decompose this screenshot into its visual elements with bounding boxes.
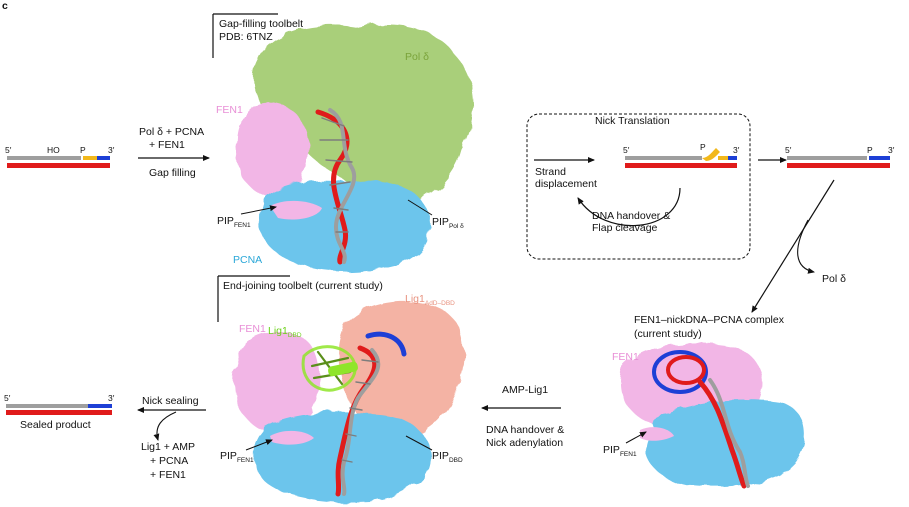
- nick-translation-title: Nick Translation: [595, 115, 670, 127]
- nt-p: P: [700, 142, 706, 152]
- substrate-p: P: [80, 145, 86, 155]
- lig1-dbd-cartoon: [301, 345, 358, 392]
- dna-helix-complex: [652, 350, 750, 489]
- primer-strand: [7, 156, 81, 160]
- after-nt-five-prime: 5′: [785, 145, 792, 155]
- panel-letter: c: [2, 0, 8, 12]
- fen1-surface-gap: [236, 102, 309, 197]
- gap-toolbelt-pdb: PDB: 6TNZ: [219, 31, 273, 43]
- fen1-label-complex: FEN1: [612, 351, 639, 363]
- after-nt-p: P: [867, 145, 873, 155]
- sealing-label: Nick sealing: [142, 395, 199, 407]
- pip-pol-pointer: [407, 199, 433, 216]
- fen1-complex-title-line1: FEN1–nickDNA–PCNA complex: [634, 314, 785, 326]
- sealed-three-prime: 3′: [108, 393, 115, 403]
- substrate-ho: HO: [47, 145, 60, 155]
- gap-filling-label: Gap filling: [149, 167, 196, 179]
- pip-fen1-pointer-end: [245, 439, 273, 451]
- to-fen1-complex-arrow: [751, 179, 835, 313]
- gap-filling-line2: + FEN1: [149, 139, 185, 151]
- fen1-complex-title-line2: (current study): [634, 328, 702, 340]
- downstream-segment: [97, 156, 110, 160]
- step-sealing: Nick sealing Lig1 + AMP + PCNA + FEN1: [137, 395, 206, 481]
- sealing-line1: Lig1 + AMP: [141, 441, 195, 453]
- sealing-release-arrow: [153, 411, 177, 441]
- pip-fen1-label-end: PIPFEN1: [220, 450, 254, 464]
- sealed-product-dna: 5′ 3′ Sealed product: [4, 393, 115, 431]
- substrate-three-prime: 3′: [108, 145, 115, 155]
- nt-flap: [702, 148, 720, 161]
- end-toolbelt-structure: End-joining toolbelt (current study) Lig…: [217, 275, 465, 503]
- dna-helix-gap: [315, 108, 357, 265]
- lig1-aid-label: Lig1AdD–DBD: [405, 293, 455, 307]
- pol-release-label: Pol δ: [822, 273, 846, 285]
- sealing-line2: + PCNA: [150, 455, 188, 467]
- pip-fen1-label-gap: PIPFEN1: [217, 215, 251, 229]
- after-nt-dna: 5′ 3′ P: [785, 145, 895, 168]
- gap-toolbelt-title: Gap-filling toolbelt: [219, 18, 303, 30]
- fen1-label-gap: FEN1: [216, 104, 243, 116]
- pip-fen1-pointer-complex: [625, 431, 647, 444]
- pol-delta-label: Pol δ: [405, 51, 429, 63]
- pip-fen1-patch-gap: [270, 200, 322, 220]
- handover-top: AMP-Lig1: [502, 384, 548, 396]
- pip-fen1-pointer-gap: [240, 205, 277, 215]
- sealed-five-prime: 5′: [4, 393, 11, 403]
- nick-translation-box: Nick Translation Strand displacement 5′ …: [526, 113, 751, 260]
- substrate-dna: 5′ 3′ HO P: [5, 145, 115, 168]
- nt-template-strand: [625, 163, 737, 168]
- nt-primer-strand: [625, 156, 702, 160]
- lig1-dbd-label: Lig1DBD: [268, 325, 302, 339]
- flap-segment: [83, 156, 97, 160]
- fen1-surface-end: [233, 331, 320, 432]
- step-handover: AMP-Lig1 DNA handover & Nick adenylation: [481, 384, 564, 449]
- step-gap-filling: Pol δ + PCNA + FEN1 Gap filling: [138, 126, 210, 179]
- pol-delta-surface: [253, 24, 475, 210]
- pip-pol-label: PIPPol δ: [432, 216, 464, 230]
- dna-helix-end: [335, 331, 407, 497]
- gap-filling-line1: Pol δ + PCNA: [139, 126, 204, 138]
- handover-line1-bottom: DNA handover &: [486, 424, 564, 436]
- sealed-product-label: Sealed product: [20, 419, 91, 431]
- end-toolbelt-title: End-joining toolbelt (current study): [223, 280, 383, 292]
- pol-release-arrow: [797, 219, 815, 274]
- sealing-line3: + FEN1: [150, 469, 186, 481]
- nt-five-prime: 5′: [623, 145, 630, 155]
- after-nt-three-prime: 3′: [888, 145, 895, 155]
- nt-downstream: [728, 156, 737, 160]
- substrate-five-prime: 5′: [5, 145, 12, 155]
- nt-three-prime: 3′: [733, 145, 740, 155]
- flap-cleavage-arrow: [577, 187, 681, 227]
- handover-line2-bottom: Nick adenylation: [486, 437, 563, 449]
- strand-displacement-line1: Strand: [535, 166, 566, 178]
- template-strand: [7, 163, 110, 168]
- handover-line1: DNA handover &: [592, 210, 670, 222]
- strand-displacement-line2: displacement: [535, 178, 597, 190]
- pcna-label-gap: PCNA: [233, 254, 262, 266]
- fen1-complex: FEN1–nickDNA–PCNA complex (current study…: [603, 314, 806, 489]
- pcna-surface-complex: [646, 399, 806, 488]
- pip-fen1-label-complex: PIPFEN1: [603, 444, 637, 458]
- fen1-label-end: FEN1: [239, 323, 266, 335]
- gap-toolbelt-structure: Gap-filling toolbelt PDB: 6TNZ Pol δ FEN…: [212, 13, 475, 272]
- handover-line2: Flap cleavage: [592, 222, 658, 234]
- pip-dbd-pointer: [405, 435, 433, 451]
- pip-dbd-label: PIPDBD: [432, 450, 463, 464]
